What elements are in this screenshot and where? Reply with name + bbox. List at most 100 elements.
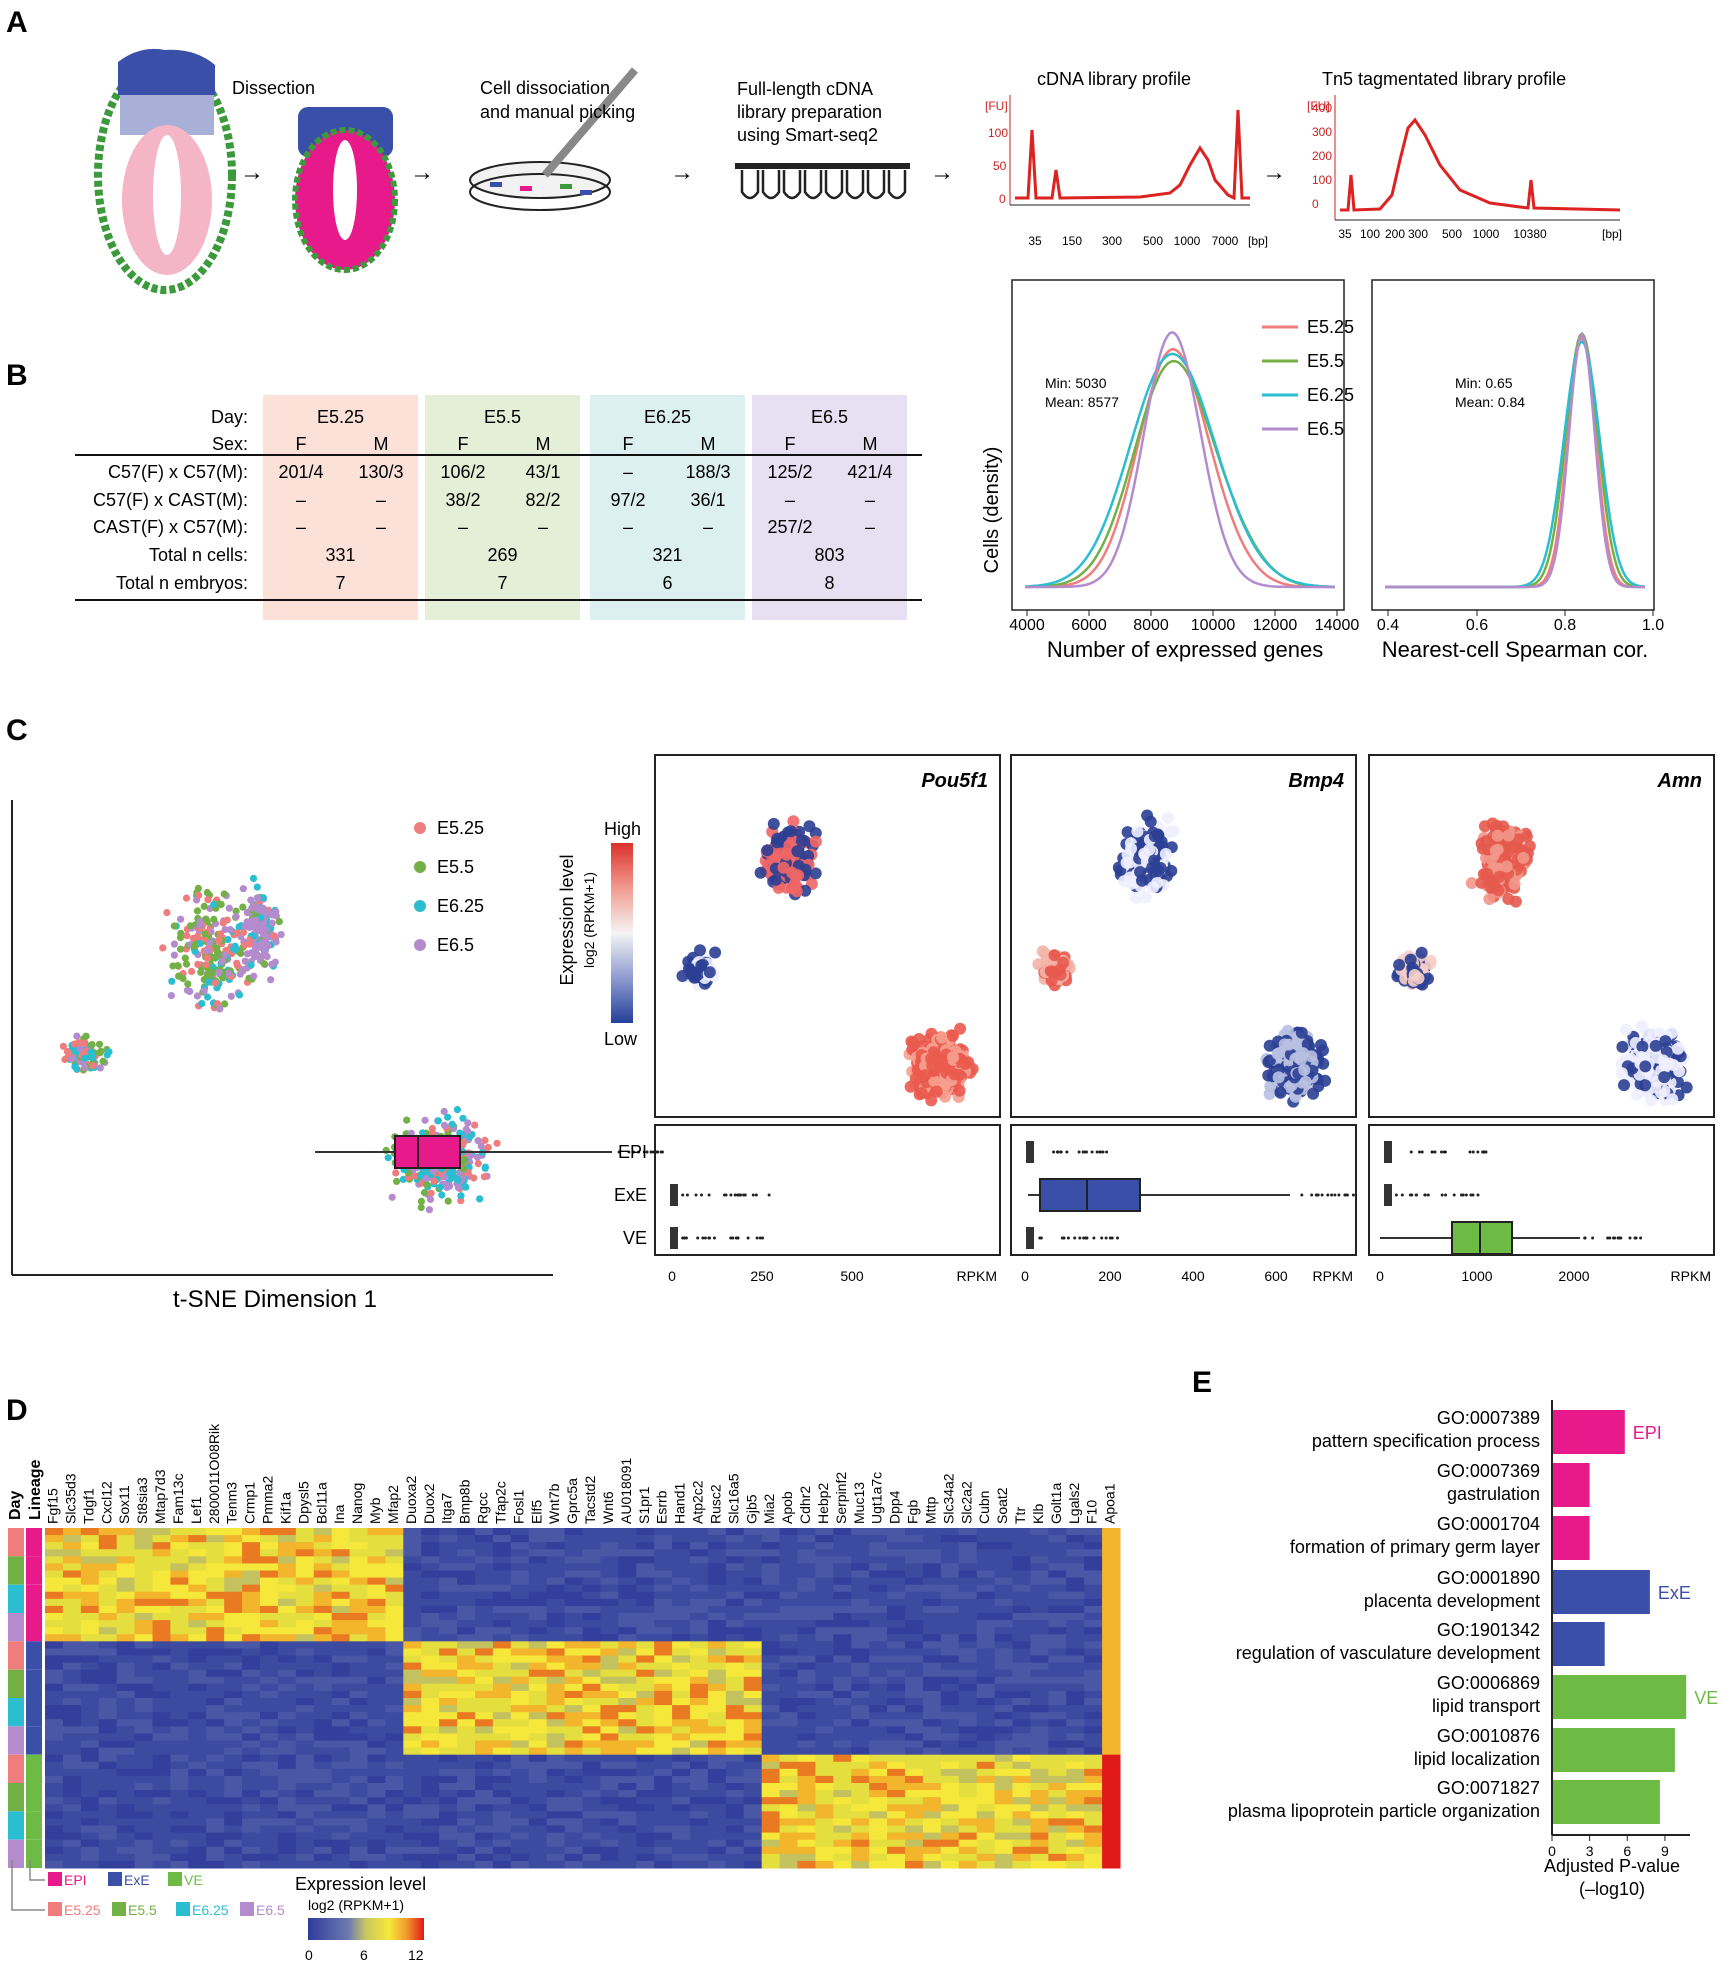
heatmap-cell	[707, 1818, 727, 1826]
heatmap-cell	[134, 1641, 153, 1649]
boxplot-outlier	[1330, 1193, 1334, 1197]
heatmap-cell	[98, 1726, 118, 1734]
tsne-point	[191, 947, 199, 956]
table-cell: –	[865, 517, 875, 537]
heatmap-cell	[242, 1853, 261, 1862]
heatmap-cell	[582, 1648, 601, 1656]
heatmap-cell	[170, 1563, 189, 1571]
boxplot-outlier	[1440, 1150, 1443, 1154]
tsne-point	[459, 1114, 467, 1122]
heatmap-cell	[313, 1591, 333, 1600]
heatmap-cell	[170, 1676, 189, 1685]
heatmap-cell	[116, 1556, 136, 1564]
tsne-point	[477, 1142, 485, 1150]
heatmap-cell	[654, 1535, 673, 1543]
heatmap-cell	[797, 1535, 816, 1543]
heatmap-cell	[457, 1825, 476, 1834]
heatmap-cell	[116, 1605, 136, 1614]
gene-cell-point	[1639, 1060, 1652, 1073]
heatmap-cell	[815, 1846, 834, 1855]
heatmap-cell	[815, 1797, 834, 1805]
heatmap-cell	[188, 1698, 207, 1706]
heatmap-cell	[403, 1577, 422, 1586]
heatmap-gene-label: Klb	[1030, 1504, 1046, 1524]
heatmap-cell	[224, 1577, 243, 1586]
heatmap-cell	[564, 1676, 583, 1685]
gene-cell-point	[1408, 969, 1421, 981]
heatmap-cell	[242, 1683, 261, 1692]
heatmap-gene-label: Apob	[779, 1491, 795, 1524]
boxplot-outlier	[1639, 1236, 1643, 1240]
tsne-point	[193, 992, 201, 1000]
heatmap-cell	[618, 1648, 637, 1656]
heatmap-cell	[600, 1797, 619, 1805]
heatmap-cell	[851, 1690, 870, 1699]
heatmap-cell	[618, 1761, 637, 1770]
tsne-point	[80, 1039, 88, 1047]
heatmap-cell	[851, 1591, 870, 1600]
heatmap-cell	[62, 1839, 82, 1848]
heatmap-cell	[206, 1620, 225, 1628]
heatmap-cell	[761, 1605, 781, 1614]
heatmap-cell	[797, 1613, 816, 1621]
heatmap-lineage-cell	[26, 1669, 42, 1698]
heatmap-cell	[242, 1775, 261, 1784]
heatmap-cell	[815, 1591, 834, 1600]
heatmap-cell	[313, 1790, 333, 1798]
heatmap-cell	[725, 1860, 745, 1869]
heatmap-cell	[582, 1768, 601, 1777]
heatmap-cell	[690, 1768, 709, 1777]
heatmap-cell	[475, 1549, 494, 1557]
heatmap-cell	[833, 1620, 852, 1628]
heatmap-cell	[672, 1740, 691, 1749]
heatmap-cell	[510, 1690, 530, 1699]
heatmap-cell	[761, 1570, 781, 1579]
heatmap-cell	[62, 1634, 82, 1642]
tn5-xtick: 10380	[1513, 227, 1547, 241]
heatmap-cell	[725, 1719, 745, 1727]
heatmap-cell	[170, 1613, 189, 1621]
heatmap-cell	[492, 1860, 512, 1869]
heatmap-cell	[421, 1605, 440, 1614]
heatmap-cell	[152, 1690, 171, 1699]
heatmap-cell	[421, 1712, 440, 1720]
heatmap-cell	[152, 1705, 171, 1713]
heatmap-cell	[851, 1620, 870, 1628]
heatmap-cell	[725, 1726, 745, 1734]
heatmap-cell	[80, 1605, 100, 1614]
heatmap-cell	[475, 1627, 494, 1635]
heatmap-cell	[295, 1627, 315, 1635]
boxplot-outlier	[1476, 1193, 1480, 1197]
heatmap-cell	[385, 1570, 404, 1579]
heatmap-cell	[242, 1719, 261, 1727]
heatmap-cell	[797, 1839, 816, 1848]
heatmap-cell	[492, 1627, 512, 1635]
heatmap-cell	[654, 1641, 673, 1649]
heatmap-cell	[725, 1627, 745, 1635]
heatmap-cell	[457, 1598, 476, 1607]
cdna-profile-axes	[1009, 95, 1250, 206]
heatmap-cell	[761, 1648, 781, 1656]
heatmap-cell	[349, 1768, 368, 1777]
boxplot-outlier	[1066, 1236, 1070, 1240]
heatmap-cell	[600, 1584, 619, 1593]
heatmap-cell	[475, 1705, 494, 1713]
heatmap-cell	[672, 1790, 691, 1798]
heatmap-cell	[600, 1832, 619, 1841]
heatmap-cell	[421, 1832, 440, 1841]
heatmap-cell	[779, 1733, 798, 1741]
heatmap-cell	[725, 1584, 745, 1593]
heatmap-cell	[170, 1655, 189, 1664]
heatmap-cell	[277, 1754, 297, 1763]
heatmap-cell	[833, 1683, 852, 1692]
heatmap-cell	[188, 1591, 207, 1600]
heatmap-cell	[690, 1563, 709, 1571]
heatmap-cell	[510, 1783, 530, 1791]
tsne-point	[206, 939, 214, 947]
heatmap-cell	[98, 1804, 118, 1812]
heatmap-cell	[600, 1818, 619, 1826]
boxplot-outlier	[1471, 1150, 1475, 1154]
heatmap-lineage-cell	[26, 1698, 42, 1727]
heatmap-cell	[260, 1669, 279, 1678]
heatmap-cell	[582, 1662, 601, 1671]
